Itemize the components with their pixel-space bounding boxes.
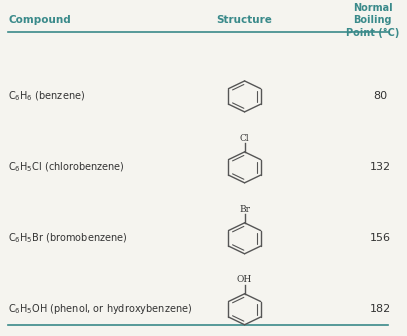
Text: Structure: Structure — [217, 15, 273, 26]
Text: Br: Br — [239, 205, 250, 214]
Text: $\mathregular{C_6H_5}$Br (bromobenzene): $\mathregular{C_6H_5}$Br (bromobenzene) — [8, 232, 127, 245]
Text: $\mathregular{C_6H_5}$OH (phenol, or hydroxybenzene): $\mathregular{C_6H_5}$OH (phenol, or hyd… — [8, 302, 193, 316]
Text: 132: 132 — [370, 162, 391, 172]
Text: Compound: Compound — [8, 15, 71, 26]
Text: Normal
Boiling
Point (°C): Normal Boiling Point (°C) — [346, 3, 399, 38]
Text: 182: 182 — [370, 304, 391, 314]
Text: 80: 80 — [373, 91, 387, 101]
Text: 156: 156 — [370, 233, 391, 243]
Text: Cl: Cl — [240, 134, 249, 142]
Text: OH: OH — [237, 276, 252, 285]
Text: $\mathregular{C_6H_6}$ (benzene): $\mathregular{C_6H_6}$ (benzene) — [8, 90, 85, 103]
Text: $\mathregular{C_6H_5}$Cl (chlorobenzene): $\mathregular{C_6H_5}$Cl (chlorobenzene) — [8, 161, 125, 174]
